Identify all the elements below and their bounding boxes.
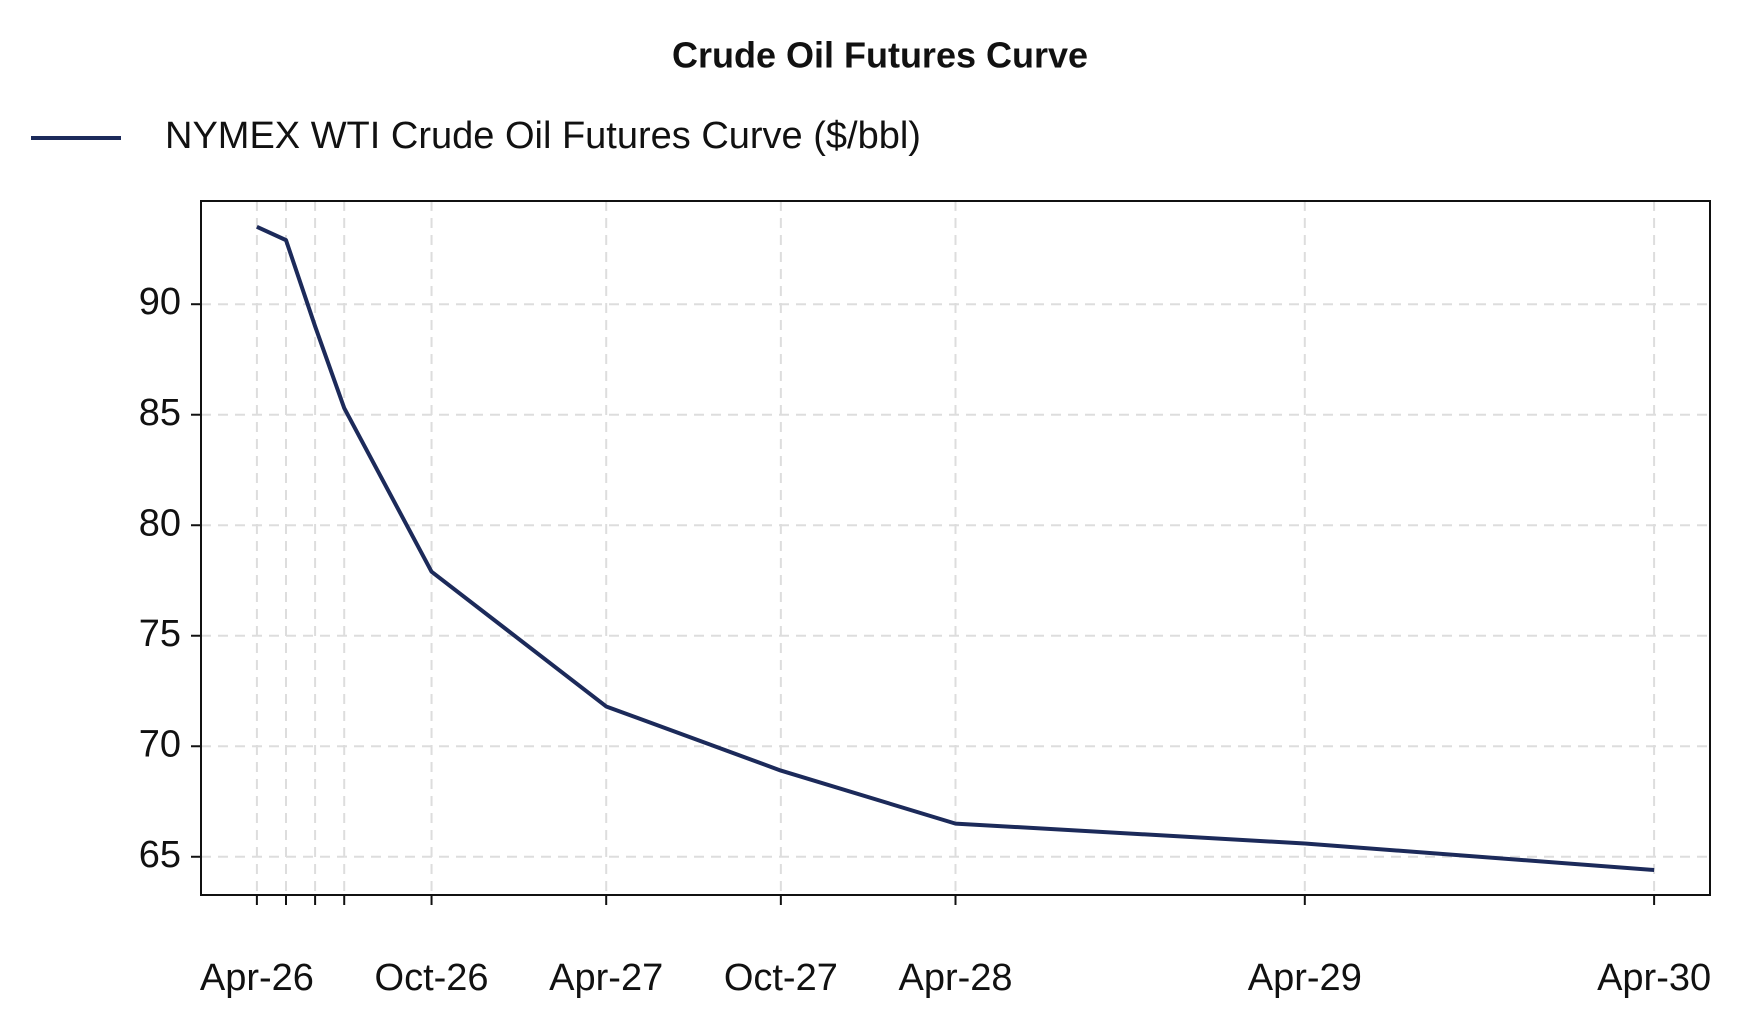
x-tick-label: Apr-29 <box>1248 957 1362 999</box>
y-tick-label: 85 <box>139 392 181 434</box>
x-tick-label: Apr-28 <box>898 957 1012 999</box>
data-line <box>256 225 1655 873</box>
plot-frame <box>200 200 1711 896</box>
chart-title: Crude Oil Futures Curve <box>672 35 1088 76</box>
y-tick-label: 75 <box>139 613 181 655</box>
y-tick-label: 80 <box>139 502 181 544</box>
x-tick-label: Apr-30 <box>1597 957 1711 999</box>
legend-label: NYMEX WTI Crude Oil Futures Curve ($/bbl… <box>165 115 921 157</box>
x-tick-label: Oct-26 <box>375 957 489 999</box>
x-tick-label: Apr-27 <box>549 957 663 999</box>
y-tick-label: 70 <box>139 723 181 765</box>
x-tick-label: Apr-26 <box>200 957 314 999</box>
y-tick-label: 90 <box>139 281 181 323</box>
y-tick-label: 65 <box>139 834 181 876</box>
x-tick-label: Oct-27 <box>724 957 838 999</box>
